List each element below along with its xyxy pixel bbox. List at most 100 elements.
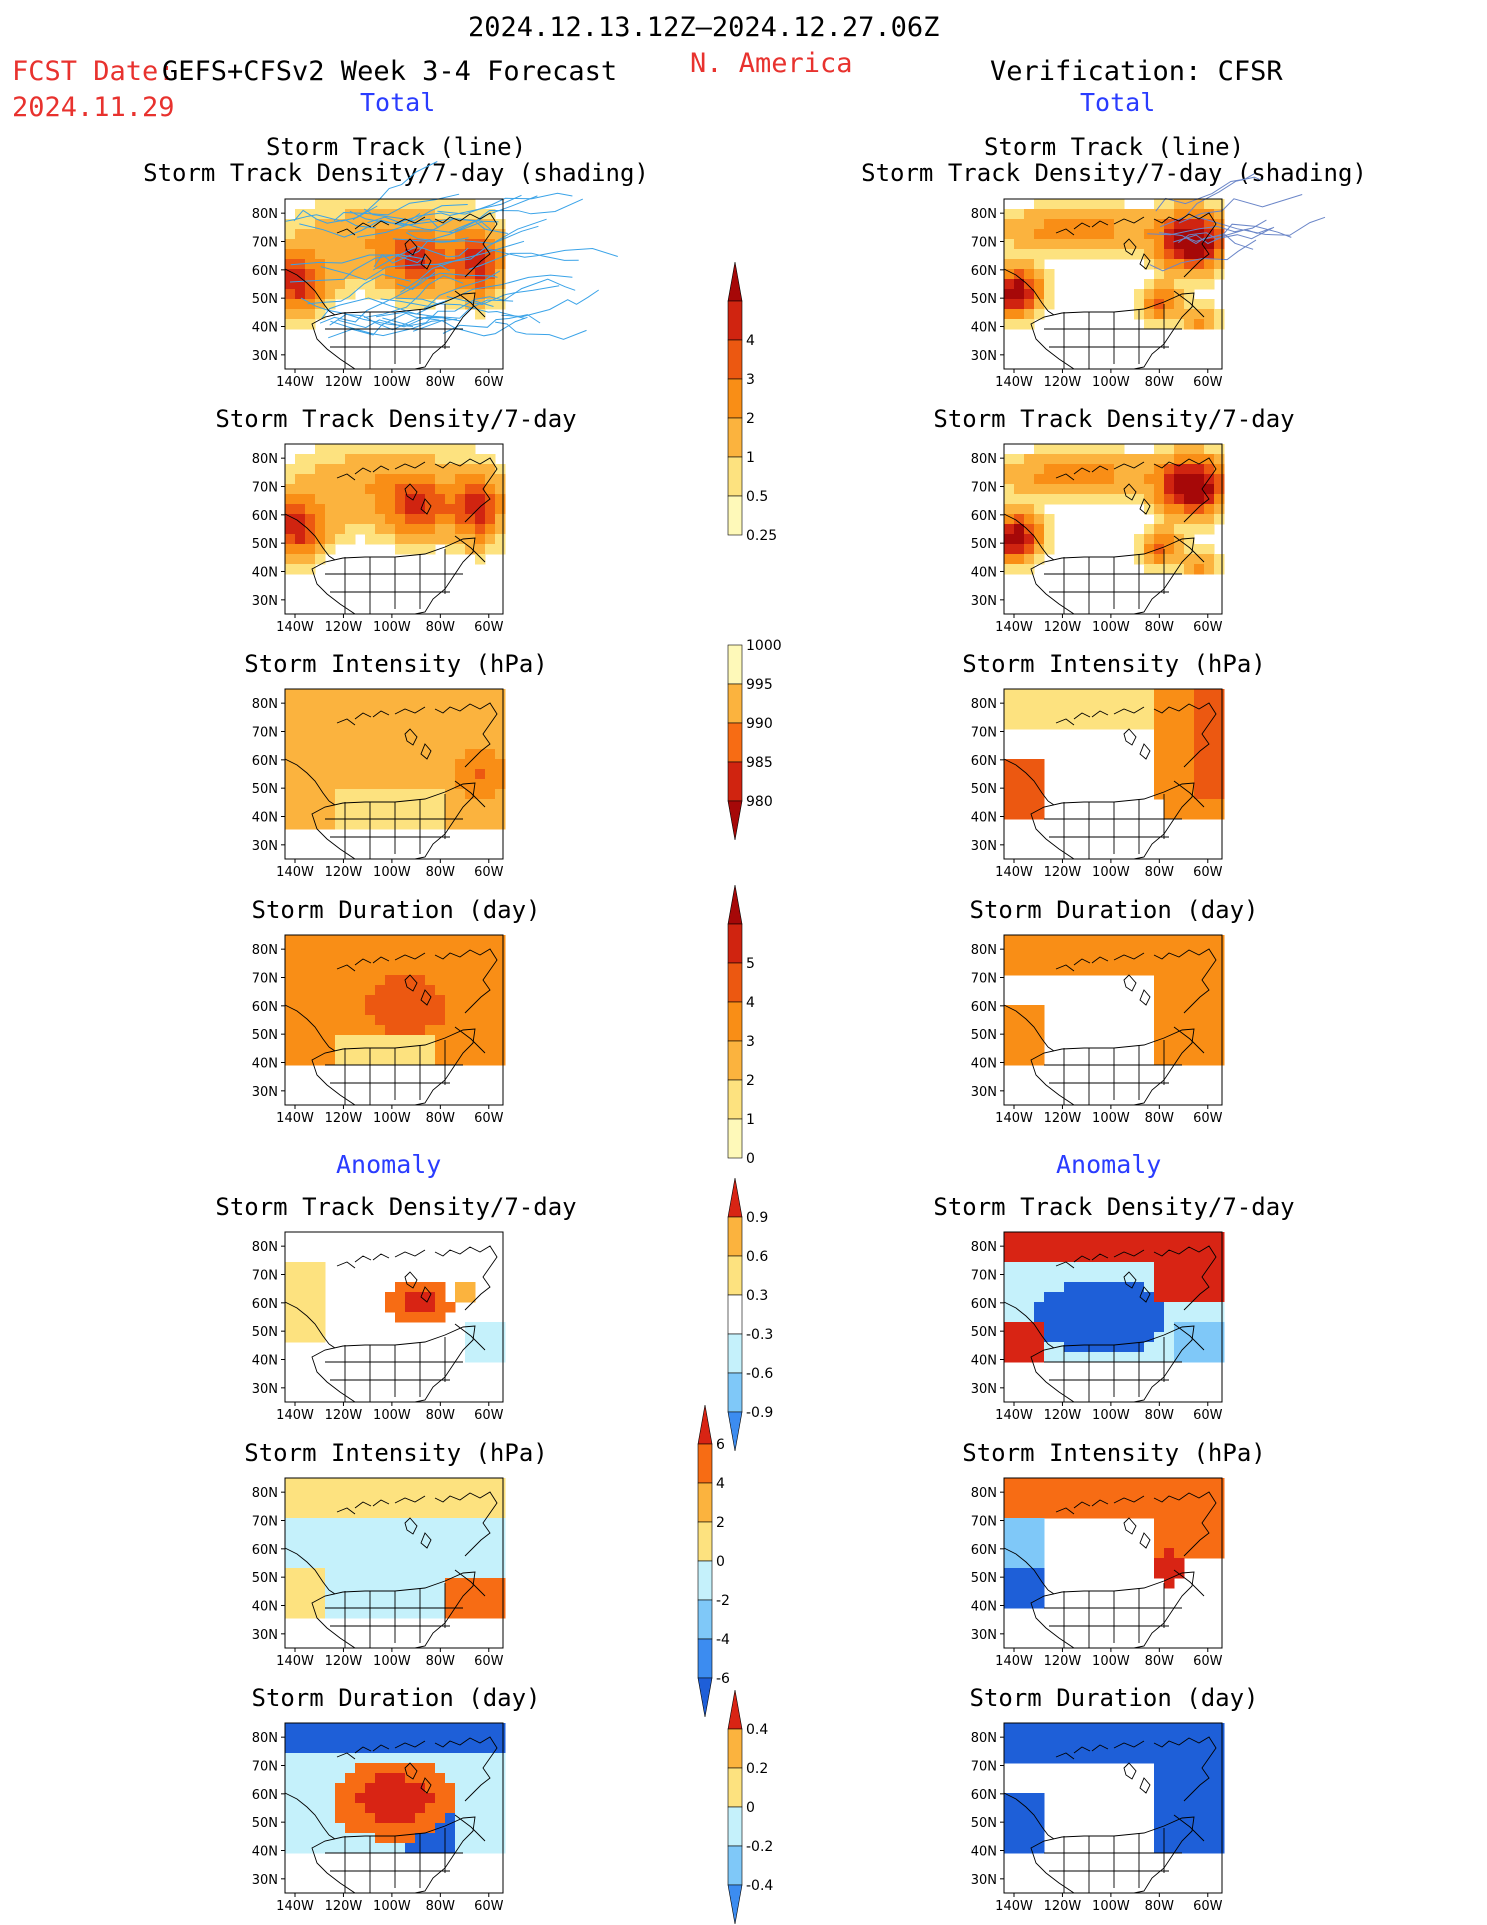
cell xyxy=(305,1282,316,1293)
map-outline-obs-density-anom xyxy=(1003,1245,1217,1403)
cell xyxy=(335,1843,346,1854)
cell xyxy=(465,769,476,780)
cell xyxy=(385,1025,396,1036)
cell xyxy=(385,1588,396,1599)
title-fc-intensity-anom: Storm Intensity (hPa) xyxy=(244,1439,548,1467)
lat-tick-label: 50N xyxy=(971,1571,997,1586)
cell xyxy=(315,1813,326,1824)
cell xyxy=(1134,299,1145,310)
cell xyxy=(1014,1833,1025,1844)
cell xyxy=(1204,945,1215,956)
cell xyxy=(1024,484,1035,495)
cell xyxy=(445,1843,456,1854)
cell xyxy=(315,524,326,535)
cell xyxy=(1014,219,1025,230)
cell xyxy=(1174,935,1185,946)
cell xyxy=(345,1035,356,1046)
cell xyxy=(1164,1332,1175,1343)
cell xyxy=(1144,484,1155,495)
cell xyxy=(365,1548,376,1559)
cell xyxy=(325,1045,336,1056)
cell xyxy=(395,1763,406,1774)
cell xyxy=(1204,1548,1215,1559)
cell xyxy=(1084,444,1095,455)
cell xyxy=(335,699,346,710)
cell xyxy=(1014,1302,1025,1313)
colorbar-label: 985 xyxy=(746,755,773,771)
cell xyxy=(435,1753,446,1764)
cell xyxy=(305,955,316,966)
cell xyxy=(285,1322,296,1333)
cell xyxy=(365,689,376,700)
cell xyxy=(1104,965,1115,976)
cell xyxy=(1184,514,1195,525)
cell xyxy=(295,1045,306,1056)
cell xyxy=(455,484,466,495)
arctic-coastline xyxy=(336,212,498,278)
cell xyxy=(375,1743,386,1754)
cell xyxy=(1074,1282,1085,1293)
cell xyxy=(1184,474,1195,485)
cell xyxy=(435,955,446,966)
cell xyxy=(1034,1478,1045,1489)
cell xyxy=(485,504,496,515)
cell xyxy=(455,1598,466,1609)
cell xyxy=(425,1823,436,1834)
arctic-coastline xyxy=(1055,1245,1217,1311)
cell xyxy=(425,1508,436,1519)
lon-tick-label: 60W xyxy=(474,620,504,635)
cell xyxy=(475,1723,486,1734)
cell xyxy=(1184,809,1195,820)
cell xyxy=(495,1478,506,1489)
cell xyxy=(395,209,406,220)
cell xyxy=(455,1833,466,1844)
cell xyxy=(295,1518,306,1529)
cell xyxy=(405,945,416,956)
lat-tick-label: 50N xyxy=(252,1816,278,1831)
cell xyxy=(1064,229,1075,240)
cell xyxy=(475,749,486,760)
lon-tick-label: 140W xyxy=(995,865,1033,880)
cell xyxy=(445,1488,456,1499)
cell xyxy=(1054,1478,1065,1489)
lat-tick-label: 80N xyxy=(252,452,278,467)
cell xyxy=(345,1045,356,1056)
cell xyxy=(1014,1035,1025,1046)
cell xyxy=(1064,1723,1075,1734)
lat-tick-label: 40N xyxy=(971,811,997,826)
cell xyxy=(1214,1045,1225,1056)
cell xyxy=(395,1733,406,1744)
cell xyxy=(1144,1262,1155,1273)
map-frame xyxy=(1003,1477,1223,1649)
cell xyxy=(1024,699,1035,710)
cell xyxy=(1014,809,1025,820)
cell xyxy=(375,534,386,545)
land-outline xyxy=(311,1028,476,1106)
cell xyxy=(1184,995,1195,1006)
land-outline xyxy=(311,782,476,860)
cell xyxy=(355,1763,366,1774)
cell xyxy=(385,759,396,770)
cell xyxy=(1024,1558,1035,1569)
cell xyxy=(385,239,396,250)
cell xyxy=(345,965,356,976)
cell xyxy=(485,484,496,495)
title-fc-duration: Storm Duration (day) xyxy=(251,896,541,924)
cell xyxy=(365,975,376,986)
cell xyxy=(1194,719,1205,730)
cell xyxy=(1194,975,1205,986)
cell xyxy=(285,534,296,545)
storm-track-line xyxy=(289,253,426,283)
cell xyxy=(385,1803,396,1814)
cell xyxy=(355,1045,366,1056)
cell xyxy=(1214,1528,1225,1539)
colorbar-segment xyxy=(727,1040,743,1081)
lat-tick-label: 50N xyxy=(971,1816,997,1831)
cell xyxy=(335,935,346,946)
cell xyxy=(285,279,296,290)
cell xyxy=(1184,1035,1195,1046)
cell xyxy=(1074,1352,1085,1363)
cell xyxy=(465,1332,476,1343)
cell xyxy=(1094,1262,1105,1273)
